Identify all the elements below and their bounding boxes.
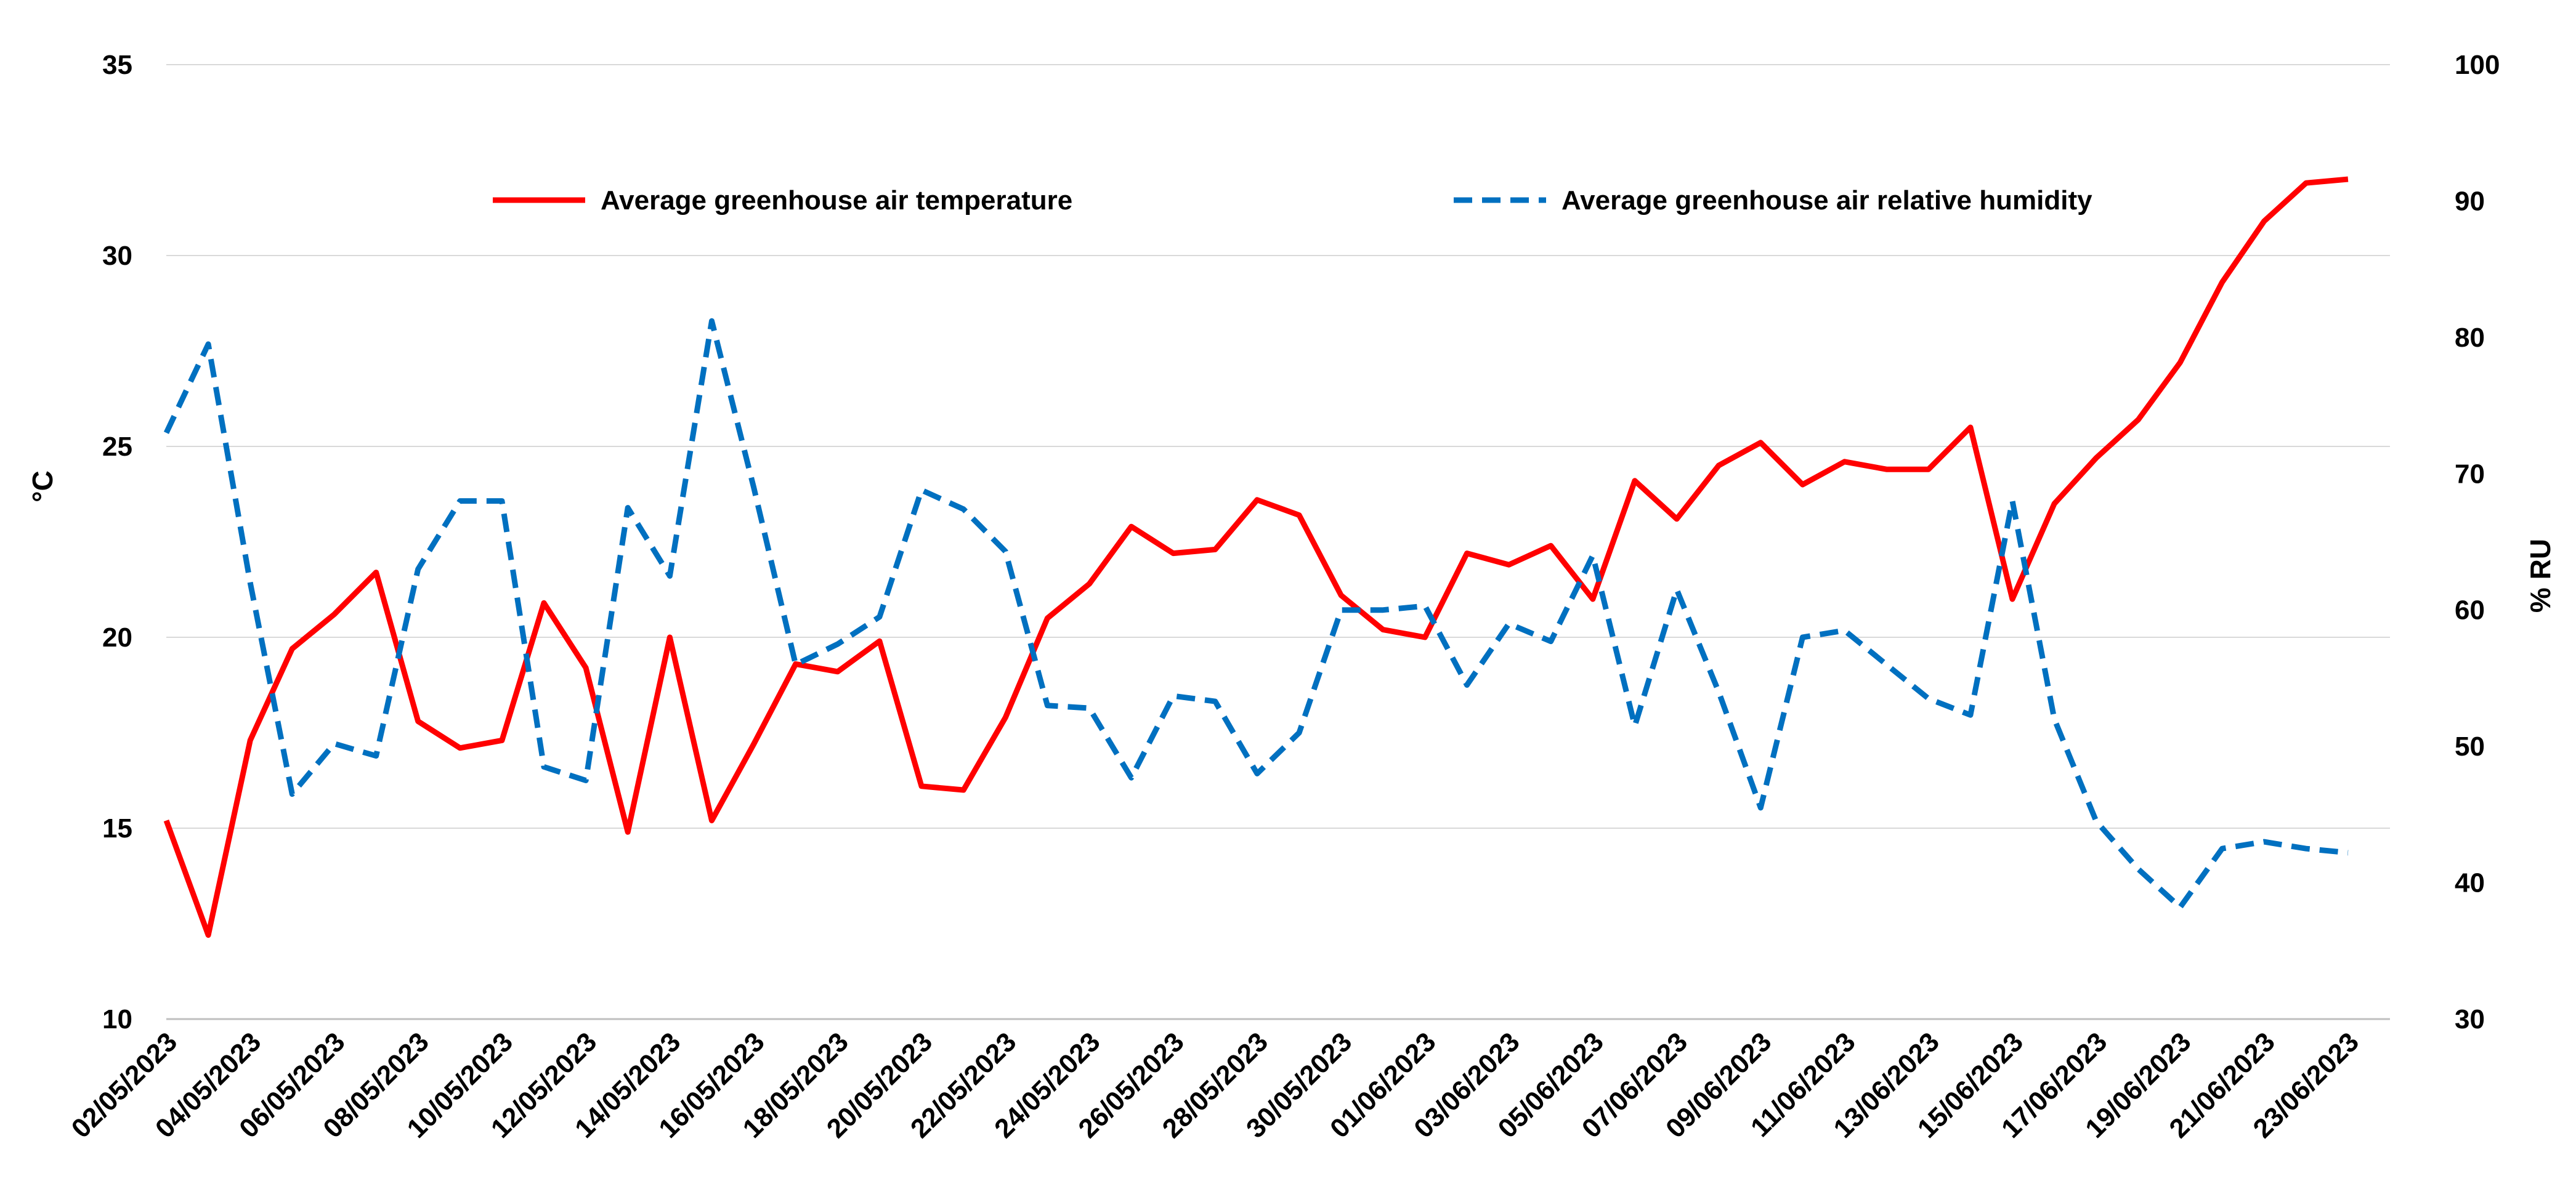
- series-lines: [163, 176, 2349, 938]
- y2-tick-label: 90: [2455, 186, 2485, 216]
- y2-tick-label: 50: [2455, 732, 2485, 762]
- y-axis-left-ticks: 10 15 20 25 30 35: [102, 50, 132, 1034]
- legend: Average greenhouse air temperature Avera…: [493, 185, 2092, 216]
- y-tick-label: 35: [102, 50, 132, 80]
- y-tick-label: 20: [102, 623, 132, 653]
- y-axis-left-title: °C: [26, 470, 59, 502]
- y-tick-label: 25: [102, 432, 132, 462]
- x-axis-ticks: 02/05/202304/05/202306/05/202308/05/2023…: [66, 1026, 2365, 1143]
- y2-tick-label: 80: [2455, 323, 2485, 353]
- y-axis-right-ticks: 30 40 50 60 70 80 90 100: [2455, 50, 2500, 1034]
- y-tick-label: 10: [102, 1004, 132, 1034]
- legend-label-humidity: Average greenhouse air relative humidity: [1561, 185, 2092, 216]
- y-axis-right-title: % RU: [2524, 539, 2556, 613]
- y2-tick-label: 100: [2455, 50, 2500, 80]
- y2-tick-label: 40: [2455, 868, 2485, 898]
- y-tick-label: 30: [102, 241, 132, 271]
- humidity-series-line: [163, 318, 2349, 910]
- gridlines: [166, 64, 2390, 829]
- temperature-series-line: [163, 176, 2349, 938]
- y2-tick-label: 60: [2455, 595, 2485, 626]
- y2-tick-label: 70: [2455, 459, 2485, 489]
- y2-tick-label: 30: [2455, 1004, 2485, 1034]
- y-tick-label: 15: [102, 813, 132, 844]
- legend-label-temperature: Average greenhouse air temperature: [601, 185, 1072, 216]
